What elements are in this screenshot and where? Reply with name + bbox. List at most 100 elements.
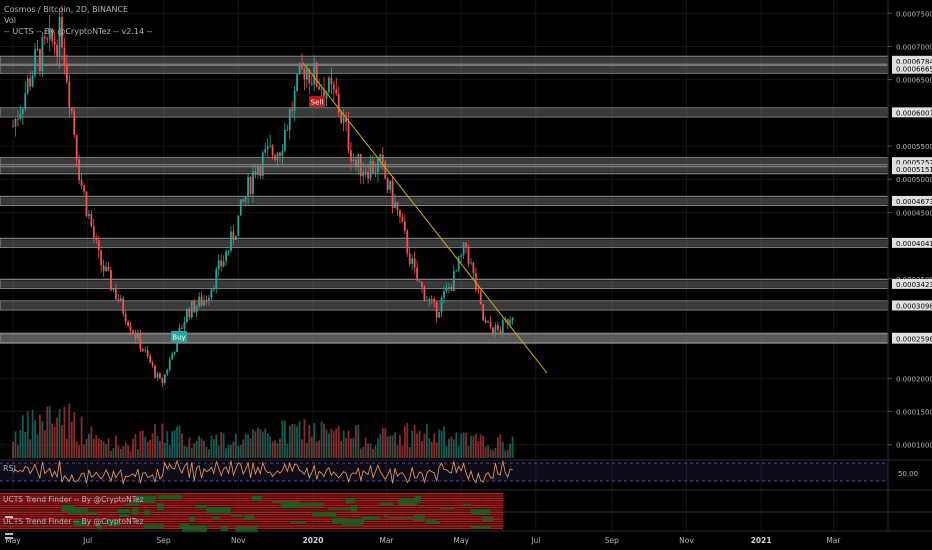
- sell-signal-label: Sell: [311, 99, 324, 107]
- candle-body: [212, 288, 215, 290]
- trend-block-up: [119, 513, 130, 517]
- volume-bar: [435, 442, 438, 458]
- level-band-fill: [0, 65, 888, 73]
- volume-bar: [26, 411, 29, 458]
- volume-bar: [80, 416, 83, 458]
- candle-body: [110, 270, 112, 290]
- volume-bar: [470, 435, 472, 458]
- volume-bar: [261, 431, 264, 458]
- candle-body: [448, 286, 450, 288]
- sell-signal: [309, 96, 325, 107]
- menu-icon[interactable]: [5, 533, 13, 535]
- trend-row: [0, 525, 503, 527]
- trend-block-up: [105, 519, 121, 527]
- trend-block-up: [481, 517, 494, 521]
- volume-bar: [31, 409, 34, 458]
- candle-body: [46, 38, 49, 40]
- volume-bar: [266, 433, 269, 458]
- volume-bar: [403, 426, 406, 458]
- candle-body: [328, 77, 330, 93]
- candle-body: [208, 297, 210, 301]
- candle-body: [401, 216, 404, 222]
- volume-bar: [504, 450, 507, 458]
- candle-body: [271, 145, 274, 156]
- candle-body: [225, 251, 227, 262]
- menu-icon[interactable]: [5, 516, 13, 518]
- volume-bar: [455, 432, 458, 458]
- rsi-band: [0, 463, 888, 481]
- volume-bar: [340, 440, 343, 458]
- candle-body: [181, 327, 183, 329]
- trade-signals: Buy Sell: [171, 96, 325, 342]
- volume-bar: [119, 448, 122, 458]
- volume-bar: [139, 430, 142, 458]
- trend-block-up: [156, 503, 164, 511]
- candle-body: [376, 159, 379, 173]
- volume-bar: [425, 423, 428, 458]
- candle-body: [88, 214, 90, 216]
- volume-bar: [421, 440, 423, 458]
- volume-bar: [244, 433, 247, 458]
- candle-body: [511, 317, 514, 321]
- candle-body: [450, 286, 453, 291]
- volume-bar: [39, 414, 41, 458]
- candle-body: [249, 177, 252, 194]
- trend-block-up: [311, 512, 337, 517]
- volume-bar: [75, 441, 78, 458]
- volume-bar: [183, 445, 186, 458]
- candle-body: [352, 159, 355, 161]
- volume-bar: [318, 440, 321, 458]
- time-axis[interactable]: May Jul Sep Nov 2020 Mar May Jul Sep Nov 2021 Mar: [0, 530, 932, 545]
- level-price-tag: [892, 157, 932, 168]
- volume-bar: [256, 427, 259, 458]
- candle-body: [24, 93, 27, 109]
- candle-body: [428, 298, 431, 301]
- trend-row: [0, 497, 503, 500]
- candle-body: [492, 327, 494, 335]
- level-price-tag: [892, 278, 932, 289]
- volume-bar: [401, 445, 404, 458]
- candle-body: [474, 273, 477, 291]
- trend-block-up: [220, 526, 228, 531]
- volume-bar: [303, 419, 306, 458]
- trend-block-up: [96, 523, 102, 530]
- volume-bar: [188, 437, 191, 458]
- volume-bar: [386, 436, 389, 458]
- volume-bar: [352, 437, 355, 458]
- candle-body: [472, 262, 475, 274]
- volume-bar: [445, 445, 448, 458]
- candle-body: [230, 231, 232, 251]
- candle-body: [70, 107, 73, 112]
- volume-bar: [200, 438, 203, 458]
- volume-bar: [298, 421, 301, 458]
- volume-bar: [408, 447, 411, 458]
- volume-bar: [168, 445, 171, 458]
- volume-bar: [509, 443, 512, 458]
- volume-bar: [205, 446, 208, 458]
- volume-bar: [494, 447, 497, 458]
- trend-block-up: [300, 502, 324, 507]
- trend-block-up: [289, 520, 307, 524]
- candle-body: [364, 171, 367, 173]
- candle-body: [151, 362, 154, 366]
- menu-icon[interactable]: [5, 537, 13, 539]
- volume-bar: [193, 443, 196, 458]
- candle-body: [340, 112, 343, 123]
- volume-bar: [237, 445, 240, 458]
- volume-bar: [477, 440, 480, 458]
- volume-bar: [63, 406, 66, 458]
- volume-bar: [443, 426, 445, 458]
- volume-bar: [16, 445, 19, 458]
- candle-body: [156, 373, 159, 378]
- level-band-fill: [0, 165, 888, 173]
- candle-body: [122, 298, 125, 314]
- candle-body: [154, 365, 156, 378]
- candle-body: [51, 28, 54, 42]
- volume-bar: [279, 438, 281, 458]
- candle-body: [166, 369, 169, 375]
